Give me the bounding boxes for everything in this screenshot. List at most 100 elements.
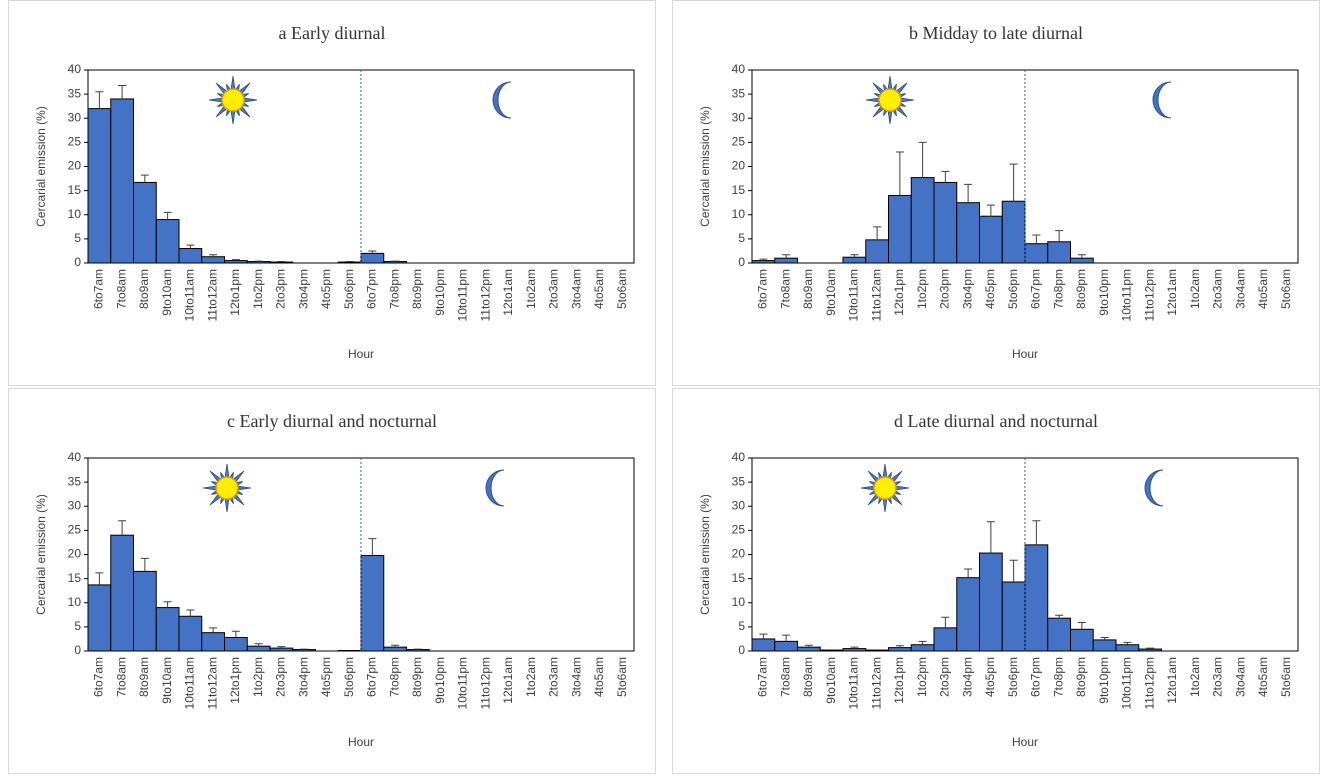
y-tick-label: 0	[74, 643, 81, 657]
error-bar	[1077, 254, 1086, 259]
bar	[1001, 581, 1026, 652]
x-tick-label: 12to1am	[501, 269, 515, 316]
x-tick-label: 9to10pm	[1097, 269, 1111, 316]
sun-disc	[221, 88, 245, 112]
x-tick-label: 3to4pm	[960, 269, 974, 309]
y-tick-label: 35	[68, 474, 82, 488]
x-tick-label: 11to12pm	[478, 657, 492, 709]
y-tick-label: 20	[732, 547, 746, 561]
bar	[819, 649, 844, 652]
y-tick-label: 30	[732, 498, 746, 512]
bar	[1070, 628, 1094, 652]
bar	[224, 636, 248, 652]
error-bar	[140, 174, 149, 183]
bar	[155, 607, 180, 652]
x-tick-label: 4to5pm	[319, 269, 333, 309]
sun-disc	[215, 476, 239, 500]
x-tick-label: 12to1pm	[228, 269, 242, 316]
x-axis-label: Hour	[348, 347, 374, 361]
x-tick-label: 1to2am	[1188, 269, 1202, 309]
x-tick-label: 12to1pm	[228, 657, 242, 704]
x-tick-label: 4to5am	[1256, 269, 1270, 309]
chart-title: b Midday to late diurnal	[909, 23, 1083, 43]
x-tick-label: 4to5pm	[319, 657, 333, 697]
x-tick-label: 9to10pm	[433, 657, 447, 704]
x-tick-label: 3to4pm	[296, 269, 310, 309]
x-tick-label: 5to6pm	[342, 269, 356, 309]
y-tick-label: 0	[738, 255, 745, 269]
bar	[292, 649, 316, 652]
error-bar	[163, 211, 172, 220]
error-bar	[391, 644, 400, 648]
x-tick-label: 5to6am	[615, 657, 629, 697]
bar	[1070, 257, 1094, 264]
x-tick-label: 5to6pm	[342, 657, 356, 697]
x-tick-label: 9to10pm	[1097, 657, 1111, 704]
bar	[246, 645, 271, 652]
chart-title: d Late diurnal and nocturnal	[894, 411, 1098, 431]
bar	[956, 577, 980, 652]
error-bar	[986, 521, 995, 554]
error-bar	[759, 258, 768, 261]
x-tick-label: 3to4am	[569, 657, 583, 697]
x-tick-label: 9to10am	[160, 269, 174, 316]
x-tick-label: 2to3pm	[274, 269, 288, 309]
y-tick-label: 40	[68, 450, 82, 464]
x-tick-label: 12to1am	[1165, 269, 1179, 316]
y-tick-label: 40	[732, 450, 746, 464]
error-bar	[277, 646, 286, 649]
y-axis-label: Cercarial emission (%)	[34, 494, 48, 615]
y-tick-label: 35	[732, 474, 746, 488]
x-tick-label: 3to4pm	[296, 657, 310, 697]
error-bar	[95, 572, 104, 585]
x-tick-label: 8to9am	[137, 269, 151, 309]
bar	[406, 649, 430, 652]
error-bar	[231, 630, 240, 638]
x-tick-label: 8to9pm	[410, 269, 424, 309]
sun-disc	[873, 476, 897, 500]
x-tick-label: 7to8am	[114, 657, 128, 697]
error-bar	[964, 568, 973, 578]
error-bar	[918, 640, 927, 645]
x-tick-label: 11to12am	[205, 269, 219, 321]
sun-icon	[860, 463, 910, 513]
bar	[337, 261, 362, 264]
x-tick-label: 8to9am	[801, 269, 815, 309]
error-bar	[759, 633, 768, 639]
error-bar	[804, 644, 813, 648]
y-tick-label: 10	[732, 207, 746, 221]
y-tick-label: 10	[732, 595, 746, 609]
error-bar	[1055, 230, 1064, 242]
x-tick-label: 11to12am	[869, 657, 883, 709]
error-bar	[1032, 520, 1041, 545]
x-tick-label: 7to8pm	[387, 269, 401, 309]
x-tick-label: 5to6am	[1279, 269, 1293, 309]
bar	[888, 194, 912, 264]
x-tick-label: 10to11pm	[1120, 657, 1134, 709]
y-tick-label: 5	[738, 231, 745, 245]
bar	[1047, 241, 1071, 264]
sun-icon	[865, 75, 915, 125]
x-tick-label: 10to11pm	[456, 657, 470, 709]
chart-panel: d Late diurnal and nocturnal Cercarial em…	[672, 388, 1320, 774]
moon-icon	[1144, 469, 1164, 507]
x-tick-label: 6to7am	[756, 657, 770, 697]
y-tick-label: 20	[732, 159, 746, 173]
y-tick-label: 30	[732, 110, 746, 124]
y-tick-label: 5	[738, 619, 745, 633]
chart-panel: a Early diurnal Cercarial emission (%) Hou…	[8, 0, 656, 386]
bar	[246, 261, 271, 264]
x-tick-label: 11to12am	[205, 657, 219, 709]
x-tick-label: 8to9am	[801, 657, 815, 697]
error-bar	[895, 645, 904, 648]
bar	[110, 98, 134, 264]
bar	[224, 260, 248, 264]
error-bar	[782, 634, 791, 642]
error-bar	[368, 250, 377, 254]
x-tick-label: 10to11am	[183, 269, 197, 321]
bar	[269, 261, 294, 264]
bar	[956, 202, 980, 264]
y-tick-label: 35	[732, 86, 746, 100]
x-tick-label: 12to1am	[501, 657, 515, 704]
bar	[797, 646, 821, 652]
